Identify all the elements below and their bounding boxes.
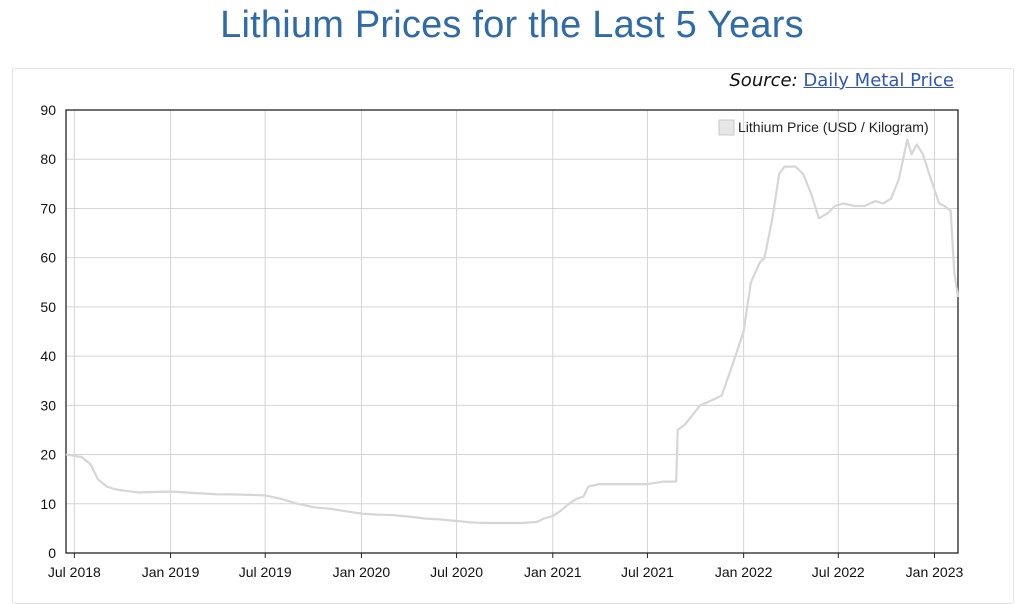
x-axis: Jul 2018 Jan 2019 Jul 2019 Jan 2020 Jul 2020… bbox=[48, 553, 964, 580]
y-axis: 0 10 20 30 40 50 60 70 80 90 bbox=[40, 102, 56, 561]
y-tick-label: 10 bbox=[40, 496, 56, 512]
x-tick-label: Jul 2018 bbox=[48, 564, 101, 580]
x-tick-label: Jul 2020 bbox=[430, 564, 483, 580]
y-tick-label: 40 bbox=[40, 348, 56, 364]
source-line: Source: Daily Metal Price bbox=[729, 70, 954, 91]
series-layer bbox=[65, 138, 960, 525]
y-tick-label: 70 bbox=[40, 200, 56, 216]
legend: Lithium Price (USD / Kilogram) bbox=[718, 119, 929, 136]
page-title: Lithium Prices for the Last 5 Years bbox=[220, 4, 804, 46]
y-tick-label: 30 bbox=[40, 397, 56, 413]
legend-swatch bbox=[718, 119, 735, 136]
source-link[interactable]: Daily Metal Price bbox=[803, 70, 954, 91]
plot-frame bbox=[65, 109, 959, 554]
x-tick-label: Jul 2022 bbox=[812, 564, 865, 580]
x-tick-label: Jul 2019 bbox=[239, 564, 292, 580]
x-tick-label: Jan 2021 bbox=[524, 564, 582, 580]
x-tick-label: Jan 2022 bbox=[715, 564, 773, 580]
x-tick-label: Jan 2019 bbox=[142, 564, 200, 580]
chart-card bbox=[12, 68, 1014, 604]
y-tick-label: 50 bbox=[40, 299, 56, 315]
series-line bbox=[65, 138, 960, 525]
x-tick-label: Jul 2021 bbox=[621, 564, 674, 580]
grid-lines bbox=[66, 109, 958, 554]
y-tick-label: 20 bbox=[40, 447, 56, 463]
legend-label: Lithium Price (USD / Kilogram) bbox=[738, 119, 929, 135]
x-tick-label: Jan 2023 bbox=[906, 564, 964, 580]
x-tick-label: Jan 2020 bbox=[333, 564, 391, 580]
source-prefix: Source: bbox=[729, 70, 798, 91]
y-tick-label: 60 bbox=[40, 250, 56, 266]
y-tick-label: 90 bbox=[40, 102, 56, 118]
y-tick-label: 80 bbox=[40, 151, 56, 167]
y-tick-label: 0 bbox=[48, 545, 56, 561]
